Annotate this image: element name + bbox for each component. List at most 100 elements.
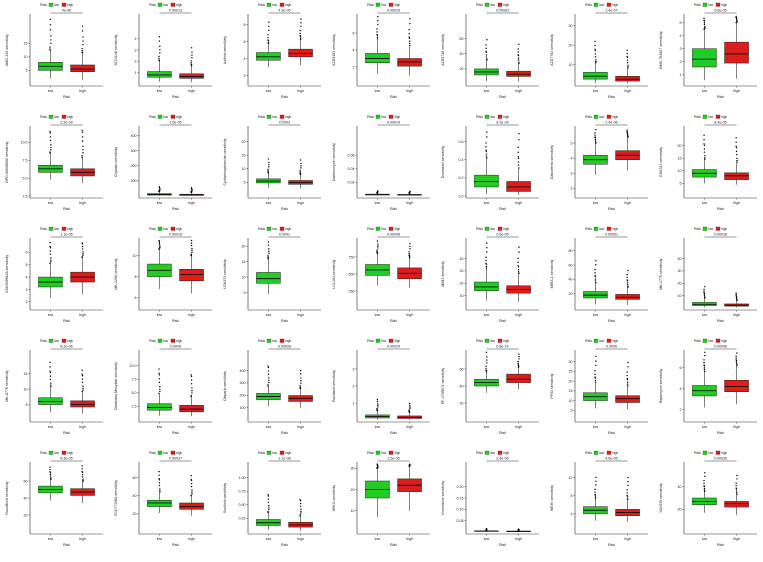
outlier-point: [408, 402, 411, 405]
outlier-point: [704, 25, 706, 28]
outlier-point: [704, 351, 706, 354]
outlier-point: [267, 385, 269, 387]
x-axis-title: Risk: [390, 319, 397, 323]
outlier-point: [735, 361, 738, 363]
x-axis-title: Risk: [281, 207, 288, 211]
outlier-point: [485, 351, 488, 354]
boxplot-svg: Risk low high 20 40 60 80 MIRA-1 sensitivity 0.0…: [550, 226, 648, 323]
legend: Risk low high: [149, 114, 182, 119]
legend-swatch-high: [170, 2, 176, 7]
outlier-point: [377, 465, 379, 467]
outlier-point: [376, 36, 379, 39]
outlier-point: [377, 23, 379, 26]
x-axis-title: Risk: [63, 207, 70, 211]
y-tick-label: 0.15: [457, 496, 464, 500]
y-tick-label: 30: [351, 467, 355, 471]
legend: Risk low high: [585, 226, 618, 231]
outlier-point: [735, 359, 738, 362]
x-axis-title: Risk: [390, 95, 397, 99]
outlier-point: [627, 385, 629, 387]
y-tick-label: 10: [24, 55, 28, 59]
legend-swatch-high: [61, 450, 67, 455]
y-tick-label: 20: [678, 144, 682, 148]
outlier-point: [735, 293, 737, 296]
y-tick-label: 30: [460, 401, 464, 405]
legend-label-high: high: [721, 451, 727, 455]
outlier-point: [594, 44, 596, 47]
legend-swatch-high: [61, 338, 67, 343]
x-tick-label-high: high: [515, 537, 522, 541]
pvalue-label: 0.00037: [169, 457, 182, 461]
outlier-point: [267, 384, 269, 386]
outlier-point: [376, 250, 378, 253]
outlier-point: [299, 385, 301, 387]
outlier-point: [736, 157, 738, 160]
y-tick-label: 40: [133, 494, 137, 498]
legend-title: Risk: [476, 115, 483, 119]
x-tick-label-high: high: [733, 425, 740, 429]
legend-label-high: high: [394, 227, 400, 231]
outlier-point: [626, 49, 628, 51]
outlier-point: [376, 240, 379, 242]
outlier-point: [517, 59, 520, 61]
y-tick-label: 7.5: [132, 378, 137, 382]
outlier-point: [190, 383, 193, 385]
x-tick-label-high: high: [188, 201, 195, 205]
outlier-point: [159, 187, 161, 190]
legend: Risk low high: [476, 450, 509, 455]
legend-label-low: low: [381, 3, 387, 7]
legend-label-low: low: [490, 115, 496, 119]
y-axis-label: LGK974 sensitivity: [223, 259, 227, 289]
outlier-point: [409, 190, 411, 192]
x-tick-label-high: high: [733, 89, 740, 93]
y-tick-label: 20: [351, 488, 355, 492]
legend: Risk low high: [476, 226, 509, 231]
y-tick-label: 80: [569, 249, 573, 253]
pvalue-label: 0.00015: [387, 9, 400, 13]
outlier-point: [704, 158, 706, 160]
x-tick-label-high: high: [79, 201, 86, 205]
outlier-point: [81, 50, 83, 52]
outlier-point: [158, 477, 160, 480]
y-tick-label: 4: [680, 387, 682, 391]
legend-label-high: high: [67, 451, 73, 455]
outlier-point: [159, 246, 161, 248]
outlier-point: [704, 26, 706, 29]
y-tick-label: 60: [569, 263, 573, 267]
y-tick-label: 4: [571, 512, 573, 516]
outlier-point: [703, 22, 706, 24]
legend-swatch-low: [48, 114, 54, 119]
legend-swatch-low: [157, 114, 163, 119]
outlier-point: [81, 245, 84, 248]
legend-label-high: high: [67, 339, 73, 343]
outlier-point: [159, 45, 161, 48]
x-axis-title: Risk: [717, 319, 724, 323]
outlier-point: [267, 373, 270, 375]
legend-label-high: high: [67, 3, 73, 7]
y-tick-label: 6: [353, 31, 355, 35]
outlier-point: [736, 493, 738, 495]
boxplot-panel: Risk low high 2 3 4 5 Dabrafenib sensitivity 2.4…: [545, 112, 654, 224]
legend-swatch-low: [593, 114, 599, 119]
y-tick-label: 3: [26, 288, 28, 292]
outlier-point: [299, 35, 302, 38]
outlier-point: [518, 132, 520, 135]
legend-title: Risk: [367, 115, 374, 119]
outlier-point: [594, 491, 596, 493]
outlier-point: [377, 243, 379, 245]
outlier-point: [703, 134, 705, 136]
legend: Risk low high: [40, 226, 73, 231]
outlier-point: [626, 378, 629, 381]
legend-swatch-low: [484, 450, 490, 455]
legend-swatch-low: [266, 226, 272, 231]
outlier-point: [49, 18, 52, 21]
y-tick-label: 1.00: [239, 476, 246, 480]
legend-label-high: high: [503, 227, 509, 231]
y-axis-label: Obatoclax Mesylate sensitivity: [114, 362, 118, 410]
outlier-point: [50, 144, 52, 146]
pvalue-label: 4.3e-05: [278, 9, 290, 13]
x-tick-label-low: low: [375, 425, 381, 429]
boxplot-panel: Risk low high 10 20 30 40 MK-1775 sensitivity 0.…: [654, 224, 763, 336]
x-tick-label-low: low: [48, 201, 54, 205]
legend-swatch-high: [606, 114, 612, 119]
